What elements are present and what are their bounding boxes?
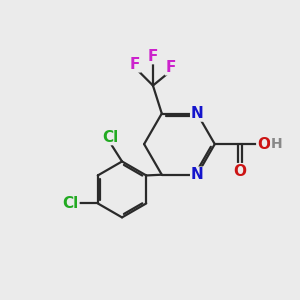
Text: Cl: Cl bbox=[102, 130, 119, 145]
Text: F: F bbox=[130, 57, 140, 72]
Text: Cl: Cl bbox=[63, 196, 79, 211]
Text: F: F bbox=[165, 60, 176, 75]
Text: H: H bbox=[271, 137, 282, 151]
Text: N: N bbox=[191, 106, 203, 121]
Text: O: O bbox=[257, 136, 270, 152]
Text: F: F bbox=[148, 49, 158, 64]
Text: N: N bbox=[191, 167, 203, 182]
Text: O: O bbox=[233, 164, 246, 179]
